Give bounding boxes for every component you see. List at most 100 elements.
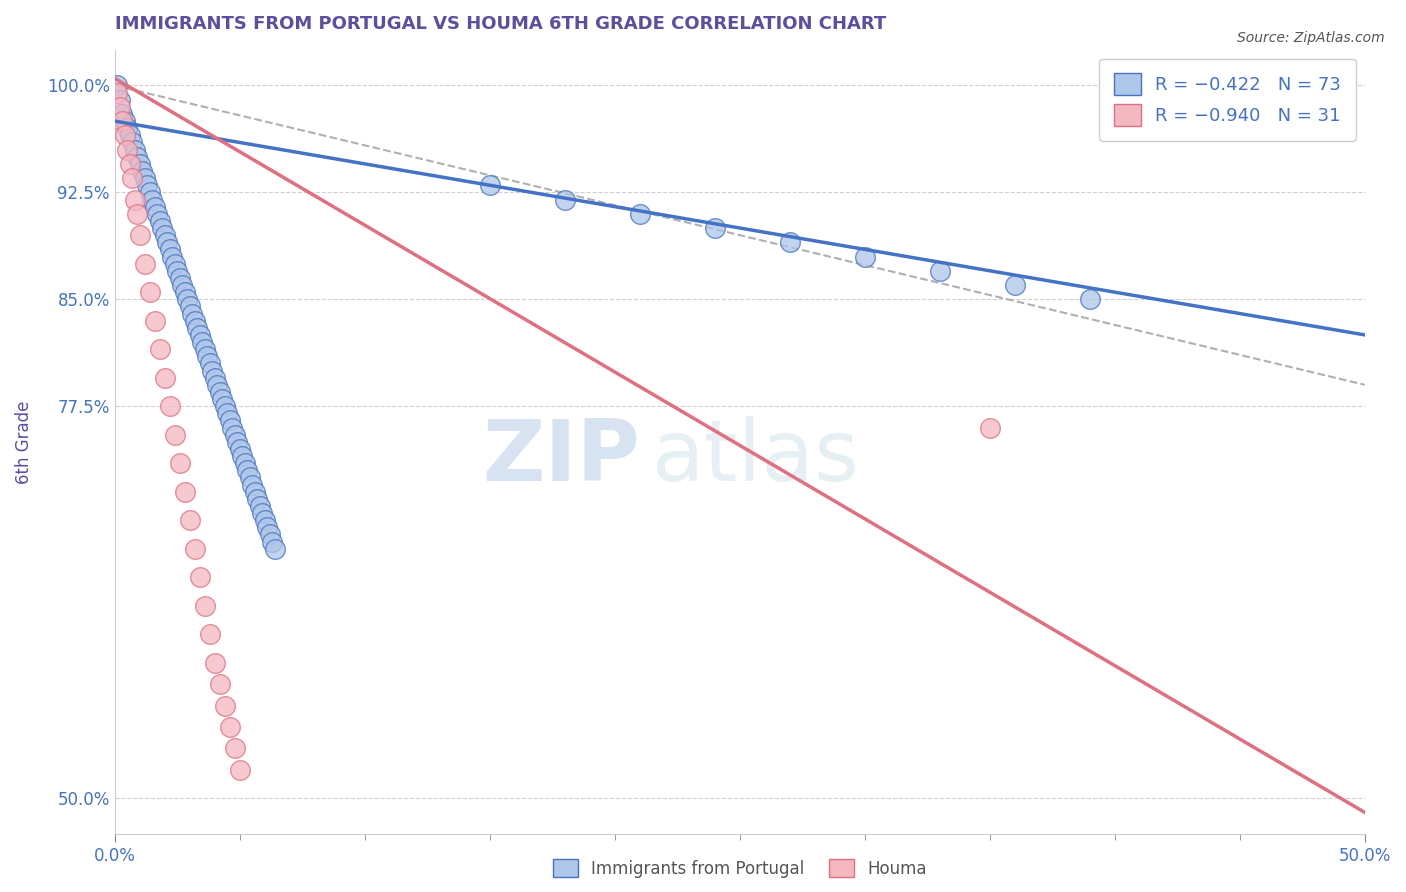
- Point: [703, 221, 725, 235]
- Point: [217, 406, 239, 420]
- Point: [139, 285, 162, 300]
- Point: [118, 157, 141, 171]
- Point: [143, 313, 166, 327]
- Y-axis label: 6th Grade: 6th Grade: [15, 401, 32, 483]
- Point: [229, 763, 252, 777]
- Point: [252, 506, 274, 520]
- Point: [194, 599, 217, 613]
- Point: [263, 541, 285, 556]
- Point: [554, 193, 576, 207]
- Text: atlas: atlas: [652, 416, 860, 499]
- Point: [153, 370, 176, 384]
- Point: [201, 363, 224, 377]
- Point: [233, 456, 256, 470]
- Point: [231, 449, 253, 463]
- Point: [240, 477, 263, 491]
- Point: [208, 384, 231, 399]
- Point: [176, 293, 198, 307]
- Point: [114, 114, 136, 128]
- Point: [156, 235, 179, 250]
- Point: [208, 677, 231, 691]
- Text: ZIP: ZIP: [482, 416, 640, 499]
- Text: Source: ZipAtlas.com: Source: ZipAtlas.com: [1237, 31, 1385, 45]
- Point: [224, 427, 246, 442]
- Point: [195, 349, 218, 363]
- Point: [236, 463, 259, 477]
- Point: [229, 442, 252, 456]
- Point: [239, 470, 262, 484]
- Point: [249, 499, 271, 513]
- Point: [214, 698, 236, 713]
- Point: [256, 520, 278, 534]
- Point: [166, 264, 188, 278]
- Point: [179, 513, 201, 527]
- Point: [218, 720, 240, 734]
- Point: [114, 128, 136, 143]
- Point: [150, 221, 173, 235]
- Point: [141, 193, 163, 207]
- Point: [262, 534, 284, 549]
- Text: IMMIGRANTS FROM PORTUGAL VS HOUMA 6TH GRADE CORRELATION CHART: IMMIGRANTS FROM PORTUGAL VS HOUMA 6TH GR…: [115, 15, 886, 33]
- Point: [1078, 293, 1101, 307]
- Point: [149, 214, 172, 228]
- Point: [139, 186, 162, 200]
- Point: [111, 107, 134, 121]
- Point: [159, 243, 181, 257]
- Point: [162, 250, 184, 264]
- Point: [184, 313, 207, 327]
- Point: [131, 164, 153, 178]
- Point: [186, 320, 208, 334]
- Point: [204, 370, 226, 384]
- Point: [172, 278, 194, 293]
- Point: [243, 484, 266, 499]
- Point: [169, 456, 191, 470]
- Point: [628, 207, 651, 221]
- Point: [128, 228, 150, 243]
- Point: [173, 285, 195, 300]
- Point: [259, 527, 281, 541]
- Point: [224, 741, 246, 756]
- Point: [188, 570, 211, 584]
- Point: [779, 235, 801, 250]
- Point: [169, 271, 191, 285]
- Legend: Immigrants from Portugal, Houma: Immigrants from Portugal, Houma: [546, 853, 934, 884]
- Point: [121, 136, 143, 150]
- Point: [111, 114, 134, 128]
- Point: [253, 513, 276, 527]
- Point: [221, 420, 243, 434]
- Point: [128, 157, 150, 171]
- Point: [194, 342, 217, 356]
- Point: [204, 656, 226, 670]
- Point: [226, 434, 249, 449]
- Point: [181, 307, 204, 321]
- Point: [853, 250, 876, 264]
- Point: [117, 121, 139, 136]
- Point: [211, 392, 233, 406]
- Point: [136, 178, 159, 193]
- Point: [179, 300, 201, 314]
- Point: [118, 128, 141, 143]
- Point: [108, 93, 131, 107]
- Point: [153, 228, 176, 243]
- Point: [127, 207, 149, 221]
- Point: [163, 427, 186, 442]
- Point: [478, 178, 501, 193]
- Point: [246, 491, 269, 506]
- Point: [184, 541, 207, 556]
- Point: [134, 257, 156, 271]
- Point: [218, 413, 240, 427]
- Point: [143, 200, 166, 214]
- Point: [188, 327, 211, 342]
- Point: [191, 334, 214, 349]
- Point: [207, 377, 229, 392]
- Point: [198, 356, 221, 370]
- Point: [149, 342, 172, 356]
- Point: [124, 193, 146, 207]
- Point: [928, 264, 950, 278]
- Point: [117, 143, 139, 157]
- Point: [105, 86, 128, 100]
- Point: [108, 100, 131, 114]
- Point: [134, 171, 156, 186]
- Point: [159, 399, 181, 413]
- Point: [121, 171, 143, 186]
